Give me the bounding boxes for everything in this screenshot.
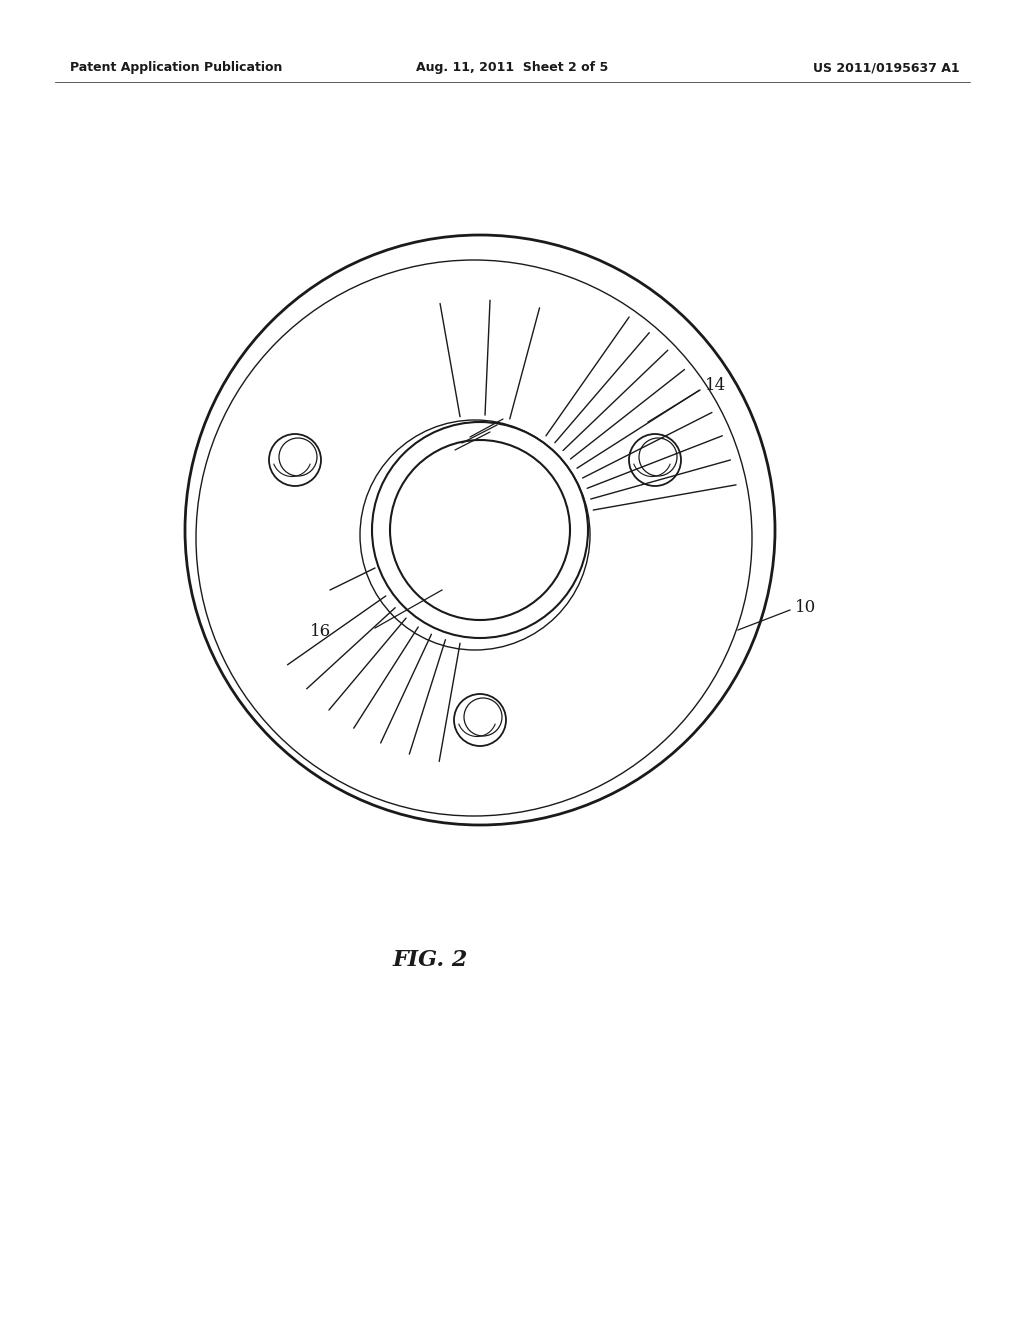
Text: FIG. 2: FIG. 2	[392, 949, 468, 972]
Text: US 2011/0195637 A1: US 2011/0195637 A1	[813, 62, 961, 74]
Text: 14: 14	[705, 376, 726, 393]
Text: Aug. 11, 2011  Sheet 2 of 5: Aug. 11, 2011 Sheet 2 of 5	[416, 62, 608, 74]
Text: Patent Application Publication: Patent Application Publication	[70, 62, 283, 74]
Text: 10: 10	[795, 599, 816, 616]
Text: 16: 16	[310, 623, 331, 640]
